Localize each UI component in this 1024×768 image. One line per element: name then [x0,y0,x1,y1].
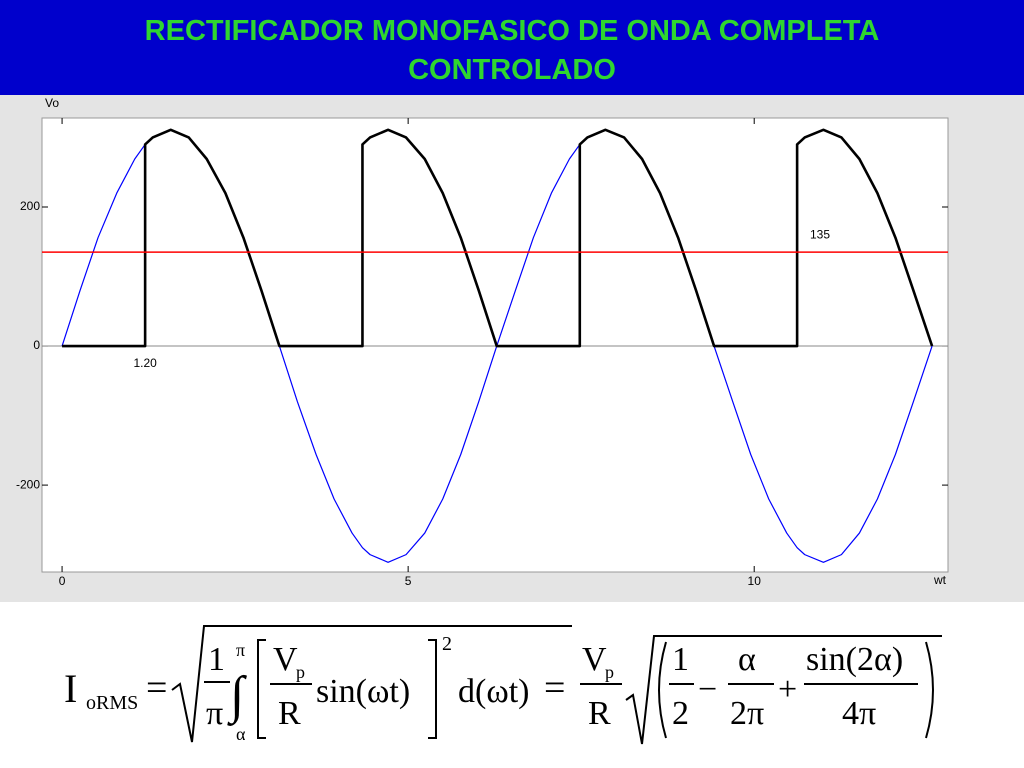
x-tick-label: 0 [59,574,66,588]
formula-text: R [278,695,301,732]
y-tick-label: 200 [20,199,40,213]
plot-area [41,117,949,573]
paren [925,641,934,739]
sqrt-sign [171,625,572,743]
x-tick-label: 10 [748,574,762,588]
formula-text: 2π [730,695,764,732]
formula-text: − [698,671,717,708]
formula-text: R [588,695,611,732]
sqrt-sign [625,635,942,745]
bracket [257,639,266,739]
formula-text: sin(2α) [806,641,903,678]
formula-text: π [206,695,223,732]
formula-text: 1 [672,641,689,678]
reference-label: 135 [810,227,830,241]
y-axis-label: Vo [45,96,59,110]
y-tick-label: -200 [16,477,40,491]
x-axis-label: wt [933,573,947,587]
title-bar [0,0,1024,95]
formula-text: sin(ωt) [316,673,410,710]
formula-text: ∫ [227,667,247,726]
formula-text: V [582,641,607,678]
formula-text: d(ωt) [458,673,529,710]
formula-text: I [64,666,77,711]
formula-text: = [146,667,167,709]
formula-text: oRMS [86,692,138,714]
formula-text: V [273,641,298,678]
firing-angle-label: 1.20 [133,356,157,370]
formula-text: 1 [208,641,225,678]
title-line: CONTROLADO [408,54,616,86]
title-line: RECTIFICADOR MONOFASICO DE ONDA COMPLETA [145,15,880,47]
formula-text: 2 [442,633,452,655]
formula-text: 2 [672,695,689,732]
series-line [62,128,934,348]
formula-text: α [738,641,756,678]
formula-text: 4π [842,695,876,732]
formula-text: p [605,662,614,682]
formula-text: p [296,662,305,682]
paren [658,641,667,739]
y-tick-label: 0 [33,338,40,352]
formula-text: + [778,671,797,708]
formula-text: α [236,724,246,744]
formula-text: π [236,640,245,660]
formula: I oRMS = 1 π ∫ π α V p R sin(ωt) 2 d(ωt)… [64,625,942,745]
formula-text: = [544,667,565,709]
bracket [428,639,437,739]
plot: -200 0 200 0 5 10 135 1.20 [16,118,948,588]
x-tick-label: 5 [405,574,412,588]
